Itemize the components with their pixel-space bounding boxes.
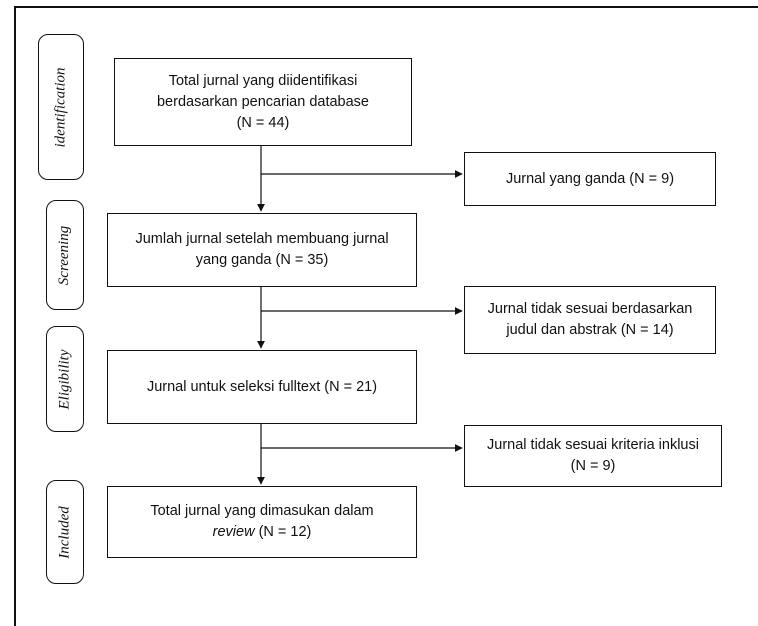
box-duplicates-line-1: Jurnal yang ganda (N = 9) <box>505 170 675 187</box>
box-excluded-criteria-line-2: (N = 9) <box>570 458 616 474</box>
stage-included: Included <box>46 480 84 584</box>
box-total-identified-line-2: berdasarkan pencarian database <box>156 93 369 110</box>
box-excluded-criteria: Jurnal tidak sesuai kriteria inklusi (N … <box>464 425 722 487</box>
review-word: review <box>212 524 255 540</box>
box-included-total-line-2-rest: (N = 12) <box>254 524 312 540</box>
box-after-duplicates: Jumlah jurnal setelah membuang jurnal ya… <box>107 213 417 287</box>
box-fulltext: Jurnal untuk seleksi fulltext (N = 21) <box>107 350 417 424</box>
box-excluded-criteria-line-1: Jurnal tidak sesuai kriteria inklusi <box>487 437 699 453</box>
box-after-duplicates-line-1: Jumlah jurnal setelah membuang jurnal <box>135 231 389 247</box>
diagram-frame <box>14 6 758 626</box>
stage-eligibility: Eligibility <box>46 326 84 432</box>
box-duplicates: Jurnal yang ganda (N = 9) <box>464 152 716 206</box>
box-fulltext-line-1: Jurnal untuk seleksi fulltext (N = 21) <box>146 378 378 395</box>
box-included-total-line-1: Total jurnal yang dimasukan dalam <box>150 503 374 519</box>
stage-screening: Screening <box>46 200 84 310</box>
box-excluded-title-abstract-line-2: judul dan abstrak (N = 14) <box>506 322 674 338</box>
box-excluded-title-abstract-line-1: Jurnal tidak sesuai berdasarkan <box>487 301 693 317</box>
box-included-total-line-2: review (N = 12) <box>213 522 312 543</box>
box-total-identified: Total jurnal yang diidentifikasi berdasa… <box>114 58 412 146</box>
box-total-identified-line-1: Total jurnal yang diidentifikasi <box>168 72 358 89</box>
box-included-total: Total jurnal yang dimasukan dalam review… <box>107 486 417 558</box>
stage-identification: identification <box>38 34 84 180</box>
box-total-identified-line-3: (N = 44) <box>236 114 290 131</box>
box-after-duplicates-line-2: yang ganda (N = 35) <box>195 252 329 268</box>
box-excluded-title-abstract: Jurnal tidak sesuai berdasarkan judul da… <box>464 286 716 354</box>
